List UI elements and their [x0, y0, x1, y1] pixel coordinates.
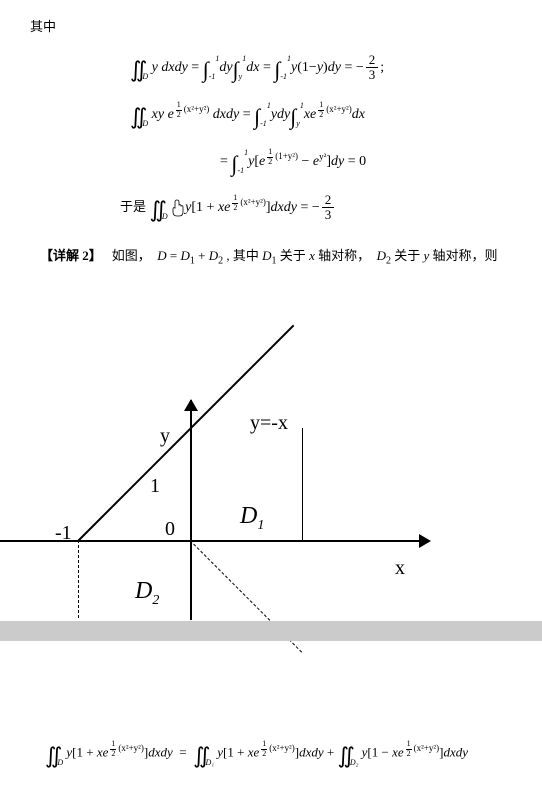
vertical-at-1 [302, 428, 303, 540]
tick-1-label: 1 [150, 475, 160, 498]
region-d1-label: D1 [240, 503, 264, 534]
tick-neg1-label: -1 [55, 522, 72, 545]
equation-1: ∬D y dxdy = ∫-11dy∫y1dx = ∫-11y(1−y)dy =… [130, 53, 512, 83]
header: 其中 [30, 16, 512, 35]
diagram-region: y y=-x 1 -1 0 D1 x D2 [0, 400, 542, 625]
hand-cursor-icon [171, 199, 185, 217]
y-axis [190, 400, 192, 620]
x-arrow-icon [419, 534, 431, 548]
equation-3: 于是 ∬D y[1 + xe12(x²+y²)]dxdy = −23 [120, 193, 512, 223]
equation-2-line2: = ∫-11y[e12(1+y²) − ey²]dy = 0 [220, 148, 512, 177]
x-axis-label: x [395, 557, 405, 580]
origin-label: 0 [165, 518, 175, 541]
region-d2-label: D2 [135, 578, 159, 609]
equation-2-line1: ∬D xy e12(x²+y²) dxdy = ∫-11ydy∫y1xe12(x… [130, 101, 512, 130]
y-arrow-icon [184, 399, 198, 411]
dash-at-neg1 [78, 540, 79, 618]
grey-divider-bar [0, 621, 542, 641]
page-content: 其中 ∬D y dxdy = ∫-11dy∫y1dx = ∫-11y(1−y)d… [0, 0, 542, 283]
coordinate-chart: y y=-x 1 -1 0 D1 x D2 [0, 400, 542, 625]
detail-paragraph: 【详解 2】 如图， D = D1 + D2 , 其中 D1 关于 x 轴对称，… [40, 245, 512, 267]
y-axis-label: y [160, 425, 170, 448]
curve-label: y=-x [250, 412, 288, 435]
bottom-equation: ∬D y[1 + xe12(x²+y²)]dxdy = ∬D₁ y[1 + xe… [45, 740, 525, 769]
